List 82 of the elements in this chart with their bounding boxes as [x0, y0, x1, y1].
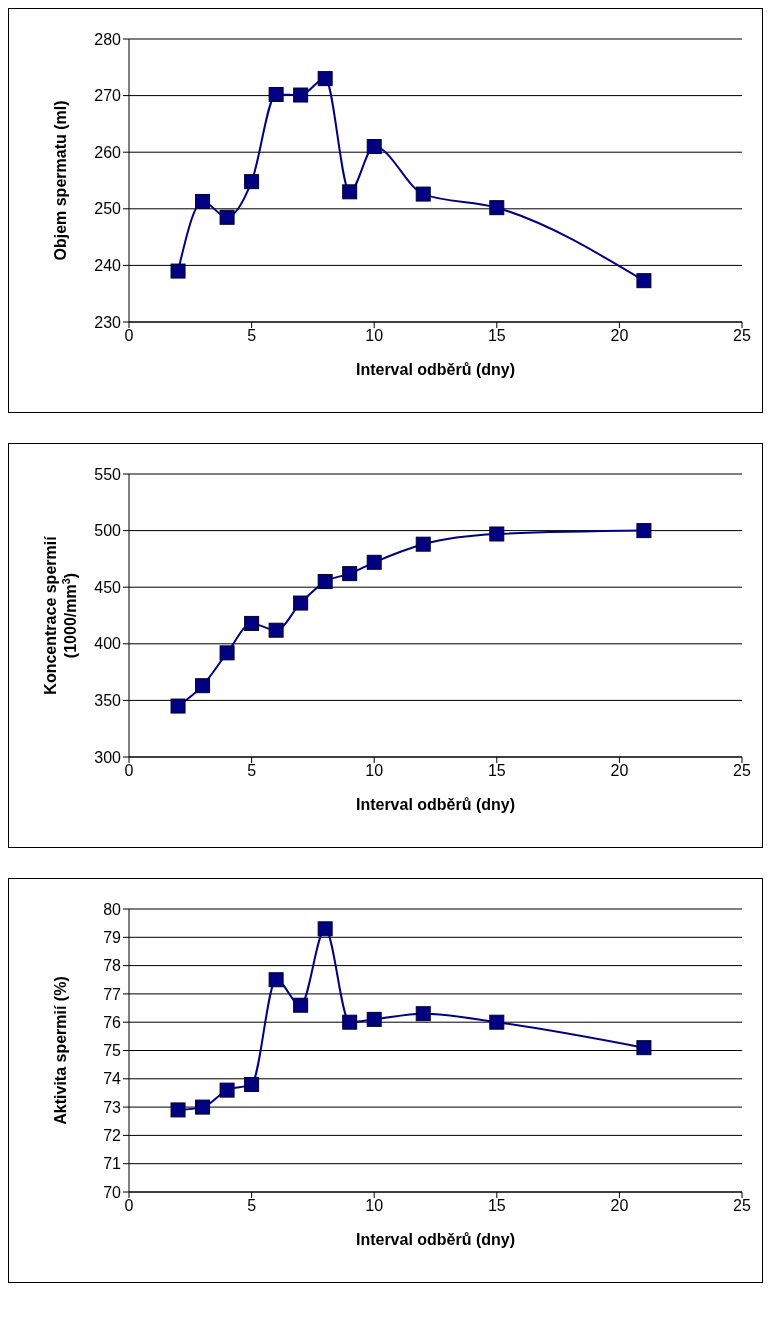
x-tick-label: 10 — [365, 762, 384, 780]
x-tick-label: 20 — [610, 327, 629, 345]
point — [415, 1006, 431, 1022]
point — [415, 186, 431, 202]
point — [293, 87, 309, 103]
point — [342, 566, 358, 582]
x-tick-label: 20 — [610, 1197, 629, 1215]
x-tick-label: 0 — [124, 1197, 134, 1215]
y-tick-label: 73 — [103, 1098, 122, 1116]
x-tick-label: 15 — [487, 762, 506, 780]
y-tick-label: 500 — [94, 522, 122, 540]
y-tick-label: 300 — [94, 748, 122, 766]
x-tick-label: 10 — [365, 327, 384, 345]
point — [195, 1099, 211, 1115]
y-tick-label: 260 — [94, 143, 122, 161]
point — [342, 1014, 358, 1030]
point — [268, 86, 284, 102]
point — [244, 174, 260, 190]
x-tick-label: 25 — [733, 1197, 751, 1215]
y-tick-label: 450 — [94, 578, 122, 596]
point — [268, 972, 284, 988]
x-tick-label: 0 — [124, 762, 134, 780]
y-tick-label: 270 — [94, 87, 122, 105]
point — [489, 526, 505, 542]
point — [195, 678, 211, 694]
point — [317, 574, 333, 590]
y-tick-label: 72 — [103, 1127, 122, 1145]
point — [636, 523, 652, 539]
x-tick-label: 15 — [487, 327, 506, 345]
x-tick-label: 10 — [365, 1197, 384, 1215]
y-tick-label: 250 — [94, 200, 122, 218]
x-tick-label: 15 — [487, 1197, 506, 1215]
point — [219, 209, 235, 225]
point — [268, 622, 284, 638]
y-tick-label: 240 — [94, 257, 122, 275]
point — [366, 1011, 382, 1027]
y-tick-label: 79 — [103, 928, 122, 946]
point — [219, 1082, 235, 1098]
x-tick-label: 20 — [610, 762, 629, 780]
y-tick-label: 70 — [103, 1183, 122, 1201]
point — [317, 71, 333, 87]
point — [489, 1014, 505, 1030]
y-tick-label: 76 — [103, 1013, 122, 1031]
x-tick-label: 25 — [733, 327, 751, 345]
point — [636, 1040, 652, 1056]
x-tick-label: 5 — [247, 1197, 257, 1215]
point — [293, 997, 309, 1013]
point — [636, 273, 652, 289]
point — [317, 921, 333, 937]
y-tick-label: 80 — [103, 900, 122, 918]
y-tick-label: 71 — [103, 1155, 122, 1173]
point — [366, 139, 382, 155]
x-tick-label: 25 — [733, 762, 751, 780]
y-tick-label: 75 — [103, 1042, 122, 1060]
y-tick-label: 78 — [103, 957, 122, 975]
point — [170, 1102, 186, 1118]
y-tick-label: 400 — [94, 635, 122, 653]
point — [244, 615, 260, 631]
y-tick-label: 280 — [94, 30, 122, 48]
point — [170, 263, 186, 279]
point — [415, 536, 431, 552]
point — [219, 645, 235, 661]
point — [195, 193, 211, 209]
y-tick-label: 77 — [103, 985, 122, 1003]
y-tick-label: 550 — [94, 465, 122, 483]
x-axis-title: Interval odběrů (dny) — [355, 1231, 516, 1248]
point — [244, 1076, 260, 1092]
point — [293, 595, 309, 611]
x-tick-label: 5 — [247, 762, 257, 780]
y-tick-label: 230 — [94, 313, 122, 331]
point — [366, 554, 382, 570]
y-axis-title: Aktivita spermií (%) — [52, 976, 69, 1125]
point — [489, 200, 505, 216]
y-axis-title: Objem spermatu (ml) — [52, 100, 69, 261]
point — [170, 698, 186, 714]
point — [342, 184, 358, 200]
y-tick-label: 350 — [94, 692, 122, 710]
y-tick-label: 74 — [103, 1070, 122, 1088]
x-tick-label: 0 — [124, 327, 134, 345]
x-tick-label: 5 — [247, 327, 257, 345]
x-axis-title: Interval odběrů (dny) — [355, 361, 516, 378]
x-axis-title: Interval odběrů (dny) — [355, 796, 516, 813]
